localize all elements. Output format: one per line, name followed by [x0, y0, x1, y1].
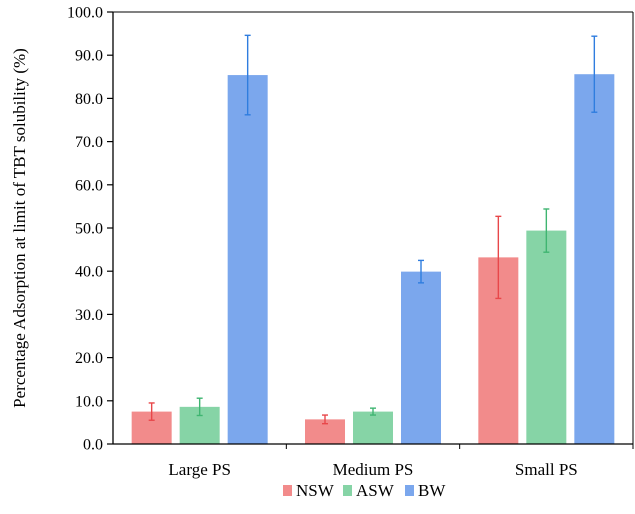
x-category-label: Small PS	[515, 460, 578, 479]
y-tick-label: 100.0	[67, 5, 103, 22]
legend-label-asw: ASW	[356, 481, 395, 500]
y-tick-label: 50.0	[75, 221, 103, 238]
x-category-label: Medium PS	[333, 460, 414, 479]
y-tick-label: 90.0	[75, 48, 103, 65]
x-categories: Large PS Medium PS Small PS	[168, 460, 577, 479]
bar-bw	[574, 74, 615, 444]
y-ticks: 0.0 10.0 20.0 30.0 40.0 50.0 60.0 70.0 80.0 90.0 1…	[67, 5, 113, 454]
y-tick-label: 20.0	[75, 350, 103, 367]
y-tick-label: 70.0	[75, 134, 103, 151]
bar-asw	[353, 411, 393, 444]
legend: NSW ASW BW	[283, 481, 446, 500]
y-tick-label: 30.0	[75, 307, 103, 324]
legend-swatch-bw	[405, 485, 414, 496]
legend-label-bw: BW	[418, 481, 446, 500]
bar-asw	[526, 230, 567, 444]
y-axis-label: Percentage Adsorption at limit of TBT so…	[10, 48, 29, 408]
y-tick-label: 60.0	[75, 177, 103, 194]
legend-swatch-asw	[343, 485, 352, 496]
y-tick-label: 0.0	[83, 437, 103, 454]
legend-swatch-nsw	[283, 485, 292, 496]
bar-bw	[227, 75, 268, 445]
legend-label-nsw: NSW	[296, 481, 335, 500]
bars-layer	[131, 34, 615, 445]
y-tick-label: 10.0	[75, 393, 103, 410]
y-tick-label: 80.0	[75, 91, 103, 108]
y-tick-label: 40.0	[75, 264, 103, 281]
x-category-label: Large PS	[168, 460, 231, 479]
bar-bw	[401, 271, 441, 444]
